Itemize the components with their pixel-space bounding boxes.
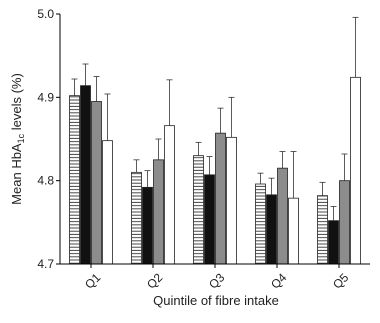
bar-q1-s3 bbox=[91, 101, 102, 265]
x-tick-label-q3: Q3 bbox=[206, 270, 227, 291]
x-tick-label-q1: Q1 bbox=[82, 270, 103, 291]
bar-q1-s4 bbox=[102, 140, 113, 265]
y-tick-label-0: 4.7 bbox=[37, 257, 54, 271]
y-axis-title-end: levels (%) bbox=[9, 73, 24, 134]
bar-q4-s2 bbox=[266, 194, 277, 265]
bar-q1-s2 bbox=[80, 85, 91, 265]
bar-q3-s4 bbox=[226, 136, 237, 265]
bar-q2-s3 bbox=[153, 159, 164, 265]
bar-q3-s2 bbox=[204, 174, 215, 265]
bar-q4-s4 bbox=[288, 197, 299, 265]
bar-q2-s4 bbox=[164, 125, 175, 265]
y-axis-title-main: Mean HbA bbox=[9, 143, 24, 205]
y-axis-title: Mean HbA1c levels (%) bbox=[9, 73, 26, 205]
x-tick-label-q5: Q5 bbox=[330, 270, 351, 291]
bar-q5-s3 bbox=[339, 180, 350, 265]
x-axis-title: Quintile of fibre intake bbox=[153, 293, 279, 308]
bar-q3-s1 bbox=[193, 155, 204, 265]
bar-q4-s3 bbox=[277, 167, 288, 265]
bar-q1-s1 bbox=[69, 95, 80, 265]
bar-q2-s1 bbox=[131, 171, 142, 265]
bar-q5-s2 bbox=[328, 220, 339, 265]
bar-q5-s4 bbox=[350, 76, 361, 265]
bar-q5-s1 bbox=[317, 195, 328, 265]
x-tick-label-q2: Q2 bbox=[144, 270, 165, 291]
y-tick-label-1: 4.8 bbox=[37, 174, 54, 188]
bars bbox=[69, 16, 361, 265]
y-axis-title-sub: 1c bbox=[16, 133, 26, 143]
bar-q2-s2 bbox=[142, 186, 153, 265]
bar-q3-s3 bbox=[215, 132, 226, 265]
y-tick-label-2: 4.9 bbox=[37, 90, 54, 104]
bar-q4-s1 bbox=[255, 183, 266, 265]
y-tick-label-3: 5.0 bbox=[37, 7, 54, 21]
x-tick-label-q4: Q4 bbox=[268, 270, 289, 291]
